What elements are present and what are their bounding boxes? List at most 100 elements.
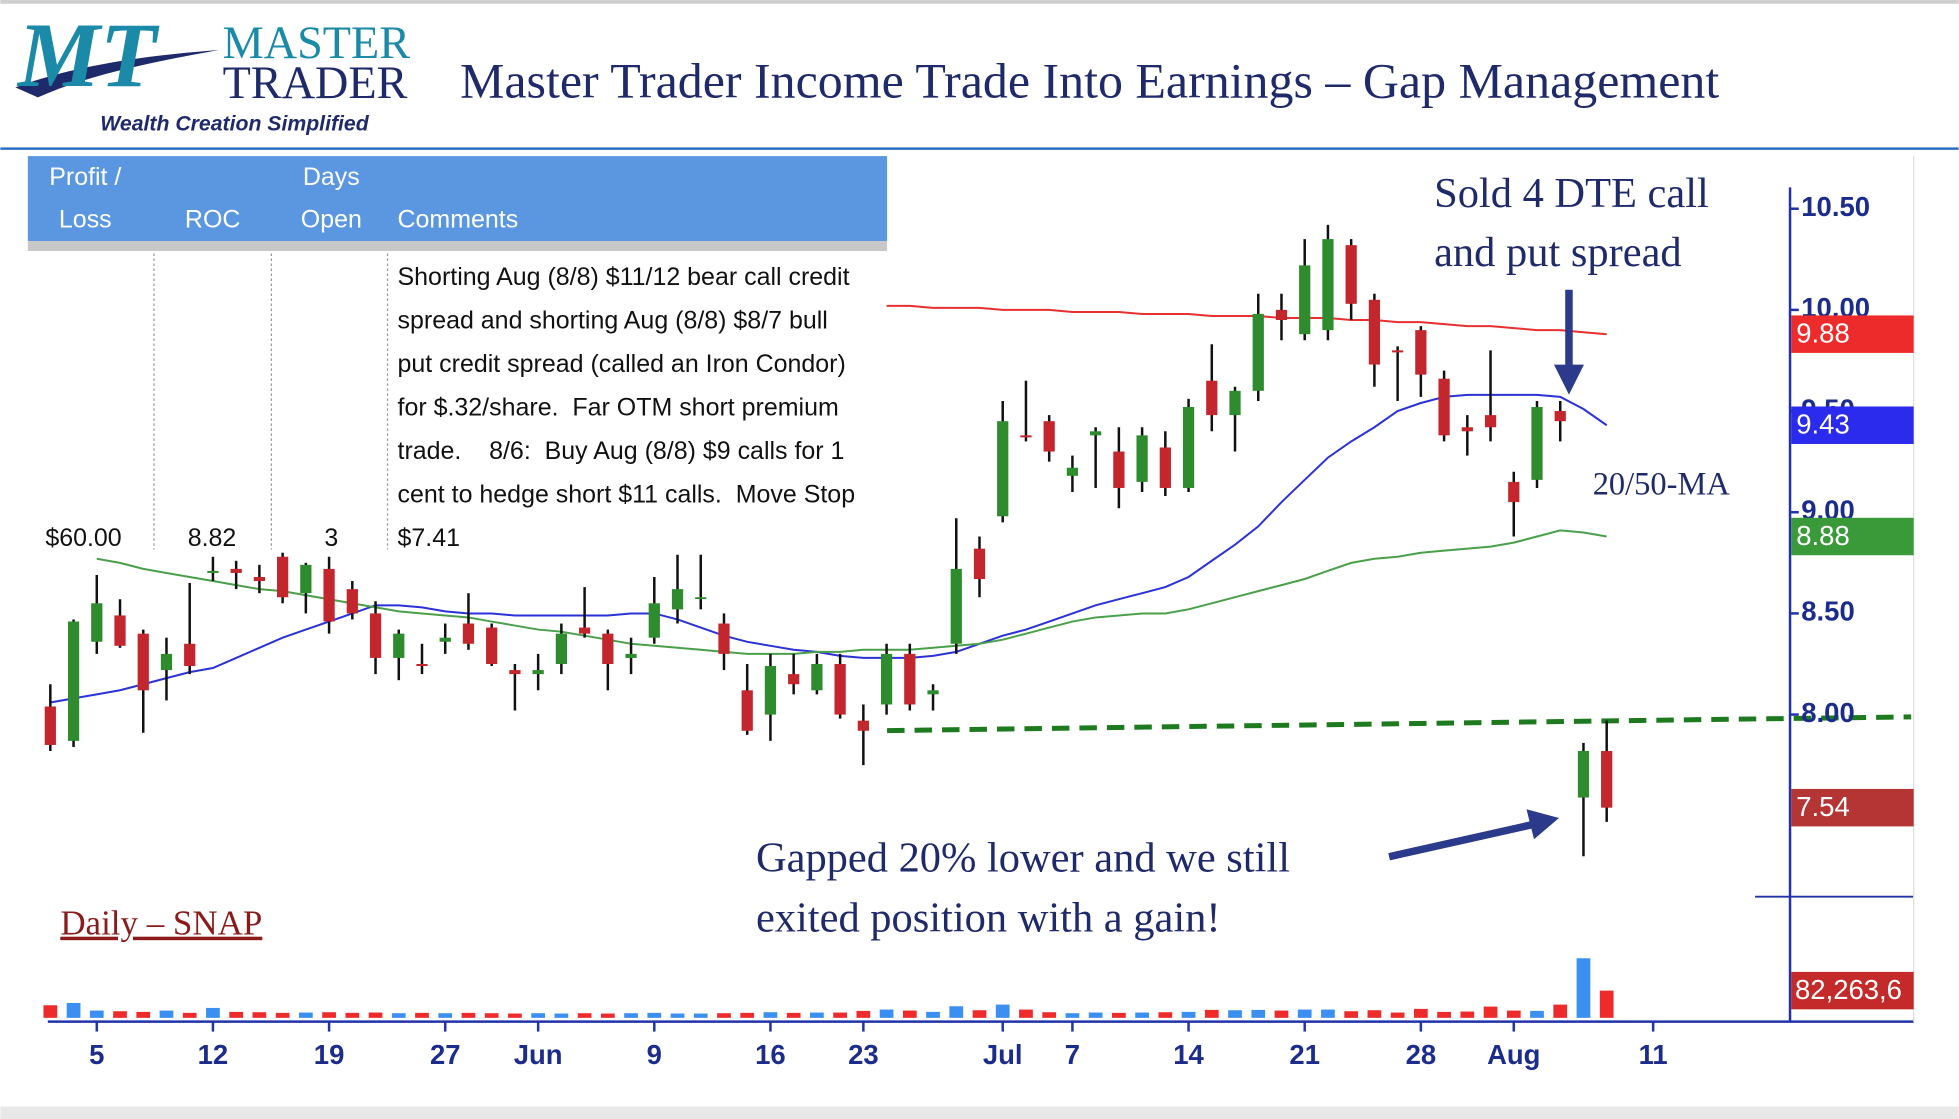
candle-body xyxy=(811,664,823,691)
candle-body xyxy=(1392,350,1404,353)
comment-line: trade. 8/6: Buy Aug (8/8) $9 calls for 1 xyxy=(398,437,845,465)
x-tick-label: 9 xyxy=(647,1039,662,1070)
candle-body xyxy=(207,570,219,573)
candle-body xyxy=(44,706,56,745)
price-flag-label: 7.54 xyxy=(1796,791,1849,822)
volume-bar xyxy=(1274,1010,1289,1018)
volume-bar xyxy=(1413,1008,1428,1018)
table-cell: $60.00 xyxy=(45,524,121,552)
candle-body xyxy=(880,653,893,705)
arrow-shaft xyxy=(1388,820,1535,861)
volume-bar xyxy=(229,1011,244,1018)
volume-bar xyxy=(1506,1010,1521,1018)
candle-body xyxy=(1252,313,1264,391)
volume-bar xyxy=(252,1012,267,1018)
candle-body xyxy=(602,633,614,665)
comment-line: $7.41 xyxy=(398,524,460,552)
volume-bar xyxy=(856,1010,871,1018)
volume-bar xyxy=(647,1012,662,1018)
candle-body xyxy=(114,615,126,646)
candle-body xyxy=(904,653,916,705)
volume-bar xyxy=(89,1010,104,1018)
candle-body xyxy=(648,603,660,638)
candle-body xyxy=(1090,431,1102,436)
volume-bar xyxy=(693,1013,708,1018)
candle-body xyxy=(532,670,544,675)
volume-bar xyxy=(1065,1013,1080,1018)
title: Master Trader Income Trade Into Earnings… xyxy=(460,53,1719,109)
volume-bar xyxy=(1204,1009,1219,1018)
comments: Shorting Aug (8/8) $11/12 bear call cred… xyxy=(398,263,856,552)
candle-body xyxy=(300,564,312,594)
annotation: exited position with a gain! xyxy=(756,894,1221,941)
candle-body xyxy=(973,548,986,580)
volume-bar xyxy=(1390,1012,1405,1018)
chart: 5 12 19 27 Jun 9 16 23 Jul 7 14 21 28 Aug 11 8.00 8.50 9.… xyxy=(43,156,1915,1070)
x-tick-label: 12 xyxy=(198,1039,229,1070)
table-header: ROC xyxy=(185,206,241,234)
table-header-bar xyxy=(27,156,888,242)
comment-line: cent to hedge short $11 calls. Move Stop xyxy=(398,480,856,508)
volume-bar xyxy=(786,1012,801,1018)
candle-body xyxy=(91,603,103,642)
price-flag-label: 9.43 xyxy=(1796,409,1849,440)
volume-bar xyxy=(554,1013,569,1018)
candle-body xyxy=(1113,451,1125,488)
candle-body xyxy=(1229,390,1241,416)
volume-bar xyxy=(1437,1011,1451,1018)
comment-line: Shorting Aug (8/8) $11/12 bear call cred… xyxy=(398,263,850,291)
candle-body xyxy=(671,589,684,610)
logo-swoosh xyxy=(15,49,219,98)
table-header: Open xyxy=(301,206,362,234)
price-flag xyxy=(1791,517,1914,556)
x-tick-label: 27 xyxy=(430,1039,461,1070)
candle-body xyxy=(997,421,1009,517)
tagline: Wealth Creation Simplified xyxy=(100,112,369,135)
candle-body xyxy=(718,623,730,654)
y-tick-label: 8.50 xyxy=(1801,596,1854,627)
volume-bar xyxy=(1553,1004,1568,1018)
volume-bar xyxy=(1135,1012,1149,1018)
volume-bar xyxy=(1367,1010,1382,1018)
candle-body xyxy=(346,589,358,614)
volume-bar xyxy=(322,1012,336,1018)
x-tick-label: Jul xyxy=(983,1039,1023,1070)
support-line xyxy=(887,714,1912,734)
candle-body xyxy=(1484,415,1497,428)
volume-bar xyxy=(1042,1012,1057,1018)
candle-body xyxy=(1020,435,1032,438)
candle-body xyxy=(1066,467,1079,476)
volume-bar xyxy=(670,1013,685,1018)
volume-bar xyxy=(1228,1010,1242,1018)
candle-body xyxy=(369,613,382,658)
price-flag-label: 9.88 xyxy=(1796,318,1849,349)
volume-bar xyxy=(275,1012,290,1018)
price-flag xyxy=(1791,315,1914,353)
candle-body xyxy=(741,690,753,731)
volume-bar xyxy=(1460,1011,1475,1018)
x-tick-label: 19 xyxy=(314,1039,345,1070)
volume-bar xyxy=(972,1010,987,1018)
x-tick-label: 11 xyxy=(1639,1039,1668,1070)
moving-average xyxy=(50,393,1608,704)
volume-bar xyxy=(810,1012,824,1018)
candle-body xyxy=(462,623,475,644)
volume-bar xyxy=(624,1013,638,1018)
table-cell: 3 xyxy=(324,524,338,552)
volume-bar xyxy=(879,1009,894,1018)
volume-bar xyxy=(949,1006,964,1018)
volume-bar xyxy=(391,1013,406,1018)
table-cell: 8.82 xyxy=(188,524,237,552)
top-border xyxy=(0,0,1959,4)
volume-bar xyxy=(136,1011,151,1018)
volume-bar xyxy=(182,1012,197,1018)
candle-body xyxy=(509,670,521,675)
candle-body xyxy=(625,653,637,658)
candle-body xyxy=(230,568,242,573)
annotation: 20/50-MA xyxy=(1593,467,1731,503)
x-tick-label: 21 xyxy=(1289,1039,1320,1070)
x-tick-label: 7 xyxy=(1065,1039,1080,1070)
comment-line: for $.32/share. Far OTM short premium xyxy=(398,393,839,421)
